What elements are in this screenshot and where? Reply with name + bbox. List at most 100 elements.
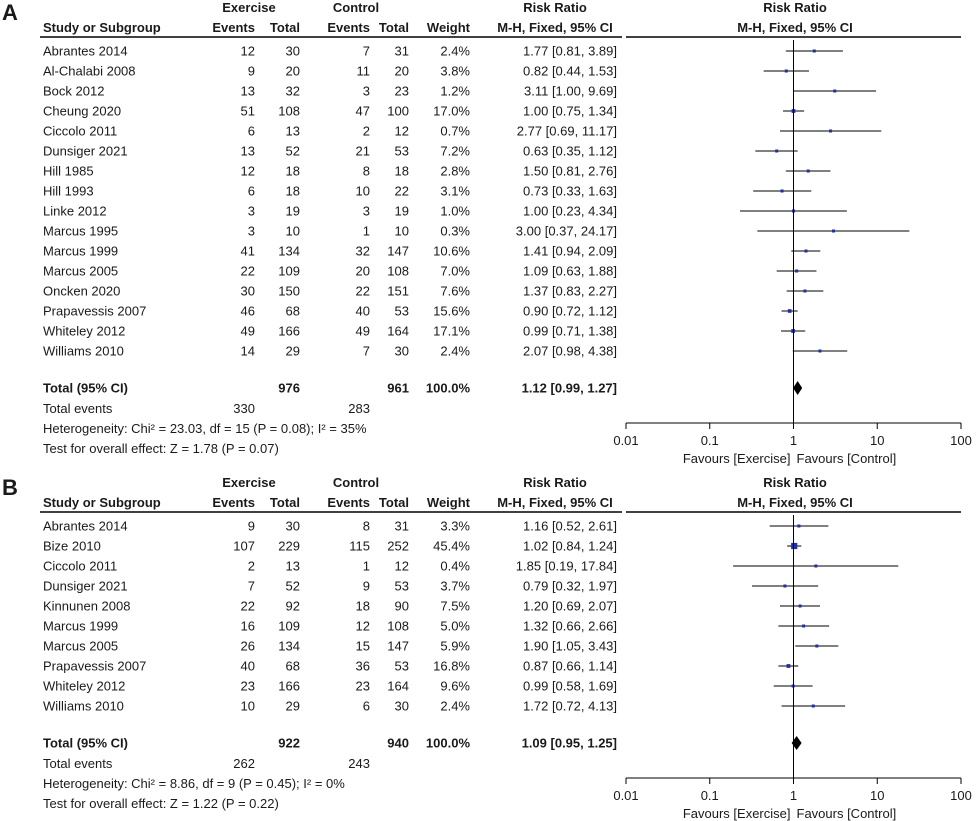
pooled-effect-diamond xyxy=(793,381,803,395)
rr-method-header: M-H, Fixed, 95% CI xyxy=(497,495,613,510)
group1-total: 10 xyxy=(286,224,300,239)
study-weight: 5.0% xyxy=(440,619,470,634)
study-risk-ratio: 1.09 [0.63, 1.88] xyxy=(523,264,617,279)
group1-total: 92 xyxy=(286,599,300,614)
group2-events: 23 xyxy=(356,679,370,694)
rr-column-title: Risk Ratio xyxy=(523,475,587,490)
forest-plot-panel-a: Exercise Control Risk Ratio Risk Ratio Study… xyxy=(2,0,972,466)
group2-events: 115 xyxy=(349,539,370,554)
study-risk-ratio: 0.63 [0.35, 1.12] xyxy=(523,144,617,159)
group1-events: 22 xyxy=(241,599,255,614)
study-name: Dunsiger 2021 xyxy=(43,144,128,159)
favours-left-label: Favours [Exercise] xyxy=(683,451,791,466)
study-risk-ratio: 0.99 [0.58, 1.69] xyxy=(523,679,617,694)
group2-total: 10 xyxy=(395,224,409,239)
group1-events: 26 xyxy=(241,639,255,654)
study-name: Prapavessis 2007 xyxy=(43,659,146,674)
total-label: Total (95% CI) xyxy=(43,736,128,751)
group2-events: 12 xyxy=(356,619,370,634)
rr-method-header: M-H, Fixed, 95% CI xyxy=(497,20,613,35)
x-tick-label: 0.01 xyxy=(613,788,638,803)
study-weight: 7.5% xyxy=(440,599,470,614)
study-risk-ratio: 1.90 [1.05, 3.43] xyxy=(523,639,617,654)
study-weight: 7.6% xyxy=(440,284,470,299)
group1-events: 9 xyxy=(248,64,255,79)
x-tick-label: 0.1 xyxy=(701,433,719,448)
study-risk-ratio: 1.20 [0.69, 2.07] xyxy=(523,599,617,614)
study-weight: 3.8% xyxy=(440,64,470,79)
group2-total: 30 xyxy=(395,699,409,714)
group2-events: 21 xyxy=(356,144,370,159)
effect-size-square xyxy=(798,604,802,608)
group1-events: 13 xyxy=(241,144,255,159)
total-group1: 922 xyxy=(278,736,300,751)
group2-events: 3 xyxy=(363,84,370,99)
group2-total: 100 xyxy=(387,104,409,119)
group2-total: 22 xyxy=(395,184,409,199)
total-header: Total xyxy=(270,495,300,510)
group2-events: 22 xyxy=(356,284,370,299)
study-weight: 7.0% xyxy=(440,264,470,279)
group1-total: 52 xyxy=(286,144,300,159)
study-name: Marcus 2005 xyxy=(43,264,118,279)
study-risk-ratio: 2.07 [0.98, 4.38] xyxy=(523,344,617,359)
study-weight: 1.2% xyxy=(440,84,470,99)
study-risk-ratio: 1.50 [0.81, 2.76] xyxy=(523,164,617,179)
group2-events: 9 xyxy=(363,579,370,594)
group1-events: 12 xyxy=(241,164,255,179)
group1-total: 32 xyxy=(286,84,300,99)
group2-total: 108 xyxy=(387,619,409,634)
group1-events: 51 xyxy=(241,104,255,119)
study-weight: 9.6% xyxy=(440,679,470,694)
study-risk-ratio: 0.90 [0.72, 1.12] xyxy=(523,304,617,319)
study-risk-ratio: 1.00 [0.75, 1.34] xyxy=(523,104,617,119)
group1-events: 23 xyxy=(241,679,255,694)
group2-total: 20 xyxy=(395,64,409,79)
group1-total: 18 xyxy=(286,164,300,179)
group2-events: 2 xyxy=(363,124,370,139)
study-risk-ratio: 2.77 [0.69, 11.17] xyxy=(517,124,617,139)
events-header: Events xyxy=(212,495,255,510)
total-risk-ratio: 1.12 [0.99, 1.27] xyxy=(522,381,617,396)
x-tick-label: 1 xyxy=(790,433,797,448)
rr-plot-title: Risk Ratio xyxy=(763,0,827,15)
study-name: Linke 2012 xyxy=(43,204,107,219)
group2-events: 40 xyxy=(356,304,370,319)
study-weight: 17.1% xyxy=(433,324,470,339)
study-weight: 3.3% xyxy=(440,519,470,534)
group1-events: 6 xyxy=(248,124,255,139)
effect-size-square xyxy=(815,644,819,648)
effect-size-square xyxy=(814,564,818,568)
group1-total: 29 xyxy=(286,344,300,359)
total-header: Total xyxy=(379,495,409,510)
study-name: Marcus 2005 xyxy=(43,639,118,654)
group1-total: 13 xyxy=(286,124,300,139)
total-events-label: Total events xyxy=(43,756,113,771)
effect-size-square xyxy=(818,349,822,353)
group1-total: 134 xyxy=(278,639,300,654)
study-weight: 7.2% xyxy=(440,144,470,159)
study-name: Abrantes 2014 xyxy=(43,44,128,59)
study-name: Al-Chalabi 2008 xyxy=(43,64,136,79)
group2-events: 36 xyxy=(356,659,370,674)
total-risk-ratio: 1.09 [0.95, 1.25] xyxy=(522,736,617,751)
group2-header: Control xyxy=(333,0,379,15)
total-header: Total xyxy=(379,20,409,35)
group1-events: 40 xyxy=(241,659,255,674)
group1-header: Exercise xyxy=(222,0,276,15)
effect-size-square xyxy=(806,169,810,173)
group1-total: 20 xyxy=(286,64,300,79)
study-weight: 2.4% xyxy=(440,44,470,59)
study-name: Williams 2010 xyxy=(43,344,124,359)
group1-total: 68 xyxy=(286,304,300,319)
study-risk-ratio: 0.99 [0.71, 1.38] xyxy=(523,324,617,339)
group1-total: 52 xyxy=(286,579,300,594)
study-name: Whiteley 2012 xyxy=(43,679,125,694)
group2-header: Control xyxy=(333,475,379,490)
study-name: Williams 2010 xyxy=(43,699,124,714)
group1-total: 150 xyxy=(278,284,300,299)
group1-events: 3 xyxy=(248,224,255,239)
total-events-group1: 330 xyxy=(233,401,255,416)
group1-total: 68 xyxy=(286,659,300,674)
group2-total: 30 xyxy=(395,344,409,359)
